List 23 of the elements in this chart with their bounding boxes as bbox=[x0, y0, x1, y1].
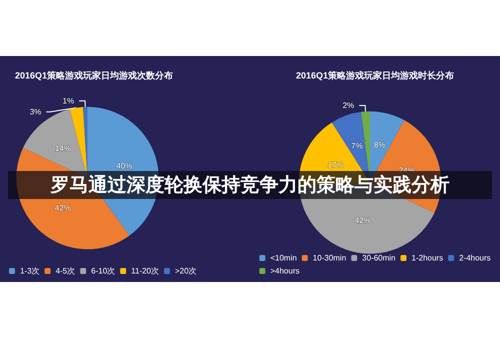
legend-label: >20次 bbox=[175, 266, 197, 276]
legend-label: 1-2hours bbox=[412, 254, 444, 262]
data-label: 2% bbox=[342, 101, 354, 110]
data-label: 7% bbox=[351, 142, 363, 151]
legend-label: 1-3次 bbox=[20, 266, 40, 276]
chart-title: 2016Q1策略游戏玩家日均游戏次数分布 bbox=[15, 70, 174, 80]
legend-label: 6-10次 bbox=[91, 266, 116, 276]
legend-label: 2-4hours bbox=[459, 254, 491, 262]
data-label: 14% bbox=[54, 144, 71, 153]
legend-label: 11-20次 bbox=[131, 266, 160, 276]
data-label: 1% bbox=[62, 96, 74, 106]
legend-label: <10min bbox=[270, 254, 297, 262]
chart-title: 2016Q1策略游戏玩家日均游戏时长分布 bbox=[296, 70, 454, 80]
data-label: 8% bbox=[374, 140, 386, 150]
data-label: 17% bbox=[328, 160, 344, 170]
legend-label: 10-30min bbox=[312, 254, 346, 262]
legend-label: 30-60min bbox=[362, 254, 396, 262]
data-label: 42% bbox=[354, 216, 371, 225]
legend-label: 4-5次 bbox=[56, 266, 76, 276]
data-label: 40% bbox=[116, 162, 132, 171]
data-label: 42% bbox=[54, 203, 71, 212]
legend-label: >4hours bbox=[270, 266, 300, 276]
data-label: 3% bbox=[30, 107, 42, 116]
